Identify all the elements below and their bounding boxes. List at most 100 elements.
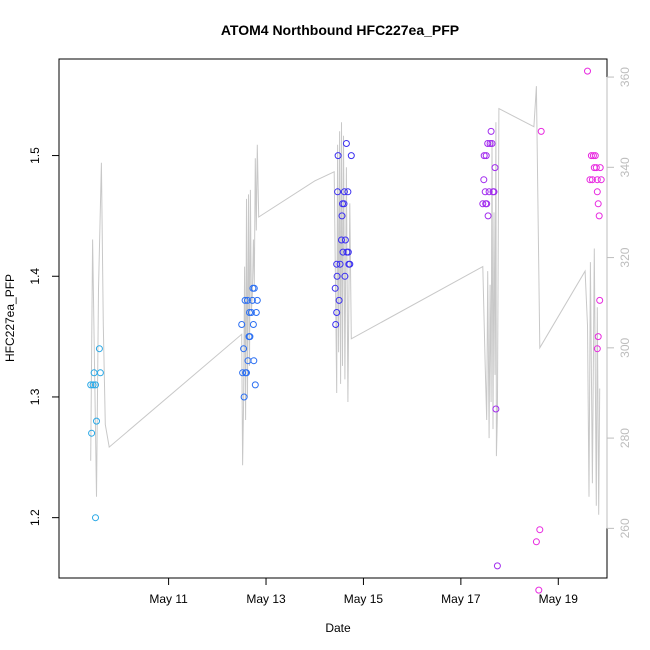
data-point — [483, 200, 491, 208]
x-tick-label: May 11 — [149, 592, 188, 606]
y-tick-label: 1.5 — [28, 147, 42, 164]
x-axis-label: Date — [325, 621, 351, 635]
data-point — [251, 381, 259, 389]
data-point — [87, 381, 95, 389]
data-point — [535, 586, 543, 594]
x-tick-label: May 13 — [246, 592, 286, 606]
right-tick-label: 340 — [618, 157, 632, 177]
data-point — [593, 188, 601, 196]
data-point — [347, 152, 355, 160]
data-point — [96, 369, 104, 377]
chart-title: ATOM4 Northbound HFC227ea_PFP — [221, 22, 459, 38]
data-point — [332, 321, 340, 328]
y-tick-label: 1.4 — [28, 268, 42, 285]
data-point — [243, 369, 250, 377]
data-point — [594, 200, 602, 208]
data-point — [334, 188, 342, 196]
data-point — [480, 152, 488, 160]
data-point — [596, 296, 604, 304]
data-point — [338, 212, 346, 220]
data-point — [584, 67, 591, 75]
grey-line-layer — [90, 86, 601, 515]
data-point — [249, 321, 257, 328]
x-tick-label: May 19 — [539, 592, 579, 606]
data-point — [253, 296, 261, 304]
data-point — [338, 236, 345, 244]
right-tick-label: 280 — [618, 428, 632, 448]
data-point — [250, 357, 258, 365]
data-point — [591, 152, 599, 160]
data-point — [482, 152, 490, 160]
data-point — [595, 212, 603, 220]
series-2 — [331, 140, 355, 328]
data-point — [88, 429, 96, 437]
data-point — [333, 272, 341, 280]
data-point — [331, 284, 339, 292]
data-point — [479, 200, 487, 208]
data-point — [492, 405, 500, 413]
data-point — [486, 140, 494, 147]
plot-frame — [58, 58, 608, 579]
points-layer — [87, 67, 605, 594]
data-point — [481, 188, 489, 196]
data-point — [90, 369, 98, 377]
data-point — [246, 333, 254, 341]
data-point — [589, 152, 597, 160]
data-point — [592, 164, 600, 172]
data-point — [95, 345, 103, 353]
data-point — [588, 176, 596, 184]
data-point — [493, 562, 501, 570]
data-point — [342, 140, 350, 147]
data-point — [485, 188, 493, 196]
data-point — [339, 248, 347, 256]
y-tick-label: 1.3 — [28, 388, 42, 405]
data-point — [239, 369, 247, 377]
data-point — [336, 260, 344, 268]
data-point — [593, 176, 601, 184]
data-point — [334, 152, 342, 160]
x-tick-label: May 17 — [441, 592, 481, 606]
data-point — [484, 212, 492, 220]
x-tick-label: May 15 — [344, 592, 384, 606]
data-point — [92, 514, 99, 522]
data-point — [240, 393, 248, 401]
data-point — [344, 248, 352, 256]
data-point — [344, 188, 352, 196]
data-point — [333, 260, 341, 268]
data-point — [238, 321, 246, 328]
series-3 — [479, 127, 501, 570]
data-point — [480, 176, 488, 184]
data-point — [537, 127, 545, 135]
data-point — [586, 176, 594, 184]
right-tick-label: 320 — [618, 247, 632, 267]
series-1 — [238, 284, 261, 401]
data-point — [490, 188, 498, 196]
y-axis-label: HFC227ea_PFP — [3, 274, 17, 362]
data-point — [487, 127, 495, 135]
series-0 — [87, 345, 104, 522]
data-point — [532, 538, 540, 546]
data-point — [246, 309, 253, 316]
right-tick-label: 260 — [618, 518, 632, 538]
left-axis: 1.2 1.3 1.4 1.5 — [28, 147, 60, 526]
right-tick-label: 300 — [618, 338, 632, 358]
data-point — [587, 152, 595, 160]
data-point — [593, 345, 601, 353]
data-point — [341, 272, 349, 280]
y-tick-label: 1.2 — [28, 509, 42, 526]
data-point — [333, 309, 341, 316]
data-point — [240, 345, 248, 353]
right-tick-label: 360 — [618, 67, 632, 87]
data-point — [596, 164, 604, 172]
right-axis: 260 280 300 320 340 360 — [606, 67, 632, 538]
data-point — [241, 296, 249, 304]
data-point — [341, 236, 349, 244]
data-point — [250, 284, 258, 292]
data-point — [340, 200, 348, 208]
data-point — [597, 176, 605, 184]
data-point — [488, 140, 496, 147]
data-point — [484, 140, 492, 147]
data-point — [248, 296, 256, 304]
data-point — [252, 309, 260, 316]
